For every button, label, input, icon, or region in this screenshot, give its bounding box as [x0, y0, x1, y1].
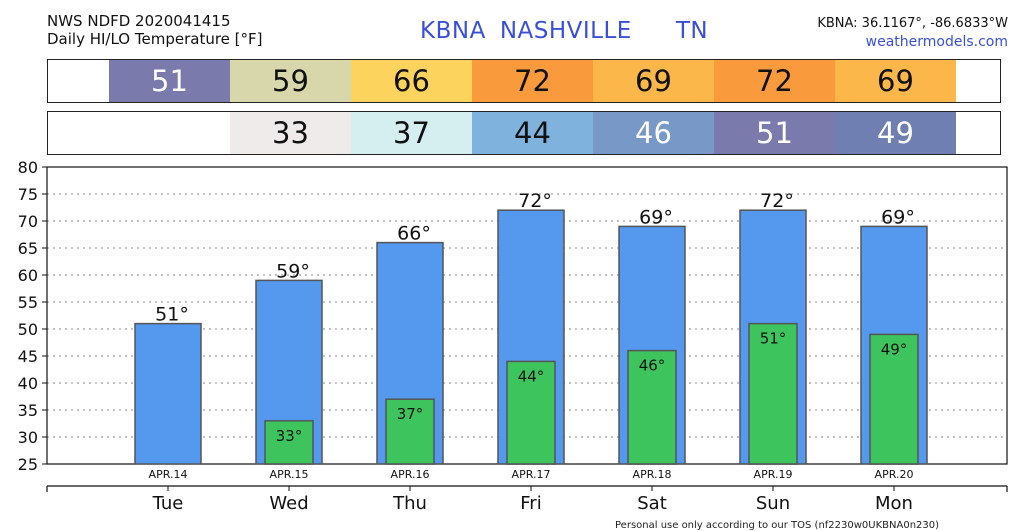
- y-tick-label: 70: [18, 212, 38, 231]
- lo-band-cell: 33: [230, 112, 351, 154]
- hi-band-cell: 72: [472, 60, 593, 102]
- lo-bar-label: 49°: [881, 340, 908, 358]
- site-link[interactable]: weathermodels.com: [865, 34, 1008, 50]
- lo-band-cell: 37: [351, 112, 472, 154]
- date-label: APR.18: [633, 468, 672, 481]
- y-tick-label: 25: [18, 455, 38, 474]
- lo-bar-label: 44°: [518, 367, 545, 385]
- hi-band-cell: 69: [835, 60, 956, 102]
- lo-bar-label: 46°: [639, 357, 666, 375]
- hi-bar-label: 51°: [155, 304, 189, 326]
- tos-footer: Personal use only according to our TOS (…: [615, 520, 940, 531]
- y-tick-label: 45: [18, 347, 38, 366]
- y-tick-label: 30: [18, 428, 38, 447]
- date-label: APR.20: [875, 468, 914, 481]
- lo-bar-label: 37°: [397, 405, 424, 423]
- lo-bar-label: 33°: [276, 427, 303, 445]
- lo-band-cell: 44: [472, 112, 593, 154]
- lo-temperature-band: 33 37 44 46 51 49: [47, 111, 1001, 155]
- lo-band-cell: 49: [835, 112, 956, 154]
- day-label: Thu: [392, 493, 427, 514]
- y-tick-label: 65: [18, 239, 38, 258]
- hi-bar-label: 72°: [760, 190, 794, 212]
- y-tick-label: 55: [18, 293, 38, 312]
- y-tick-label: 40: [18, 374, 38, 393]
- day-label: Wed: [269, 493, 308, 514]
- hi-band-cell: 51: [109, 60, 230, 102]
- lo-bar-label: 51°: [760, 330, 787, 348]
- y-tick-label: 35: [18, 401, 38, 420]
- product-label: NWS NDFD 2020041415: [47, 12, 231, 30]
- city-name: NASHVILLE: [499, 18, 632, 44]
- day-label: Sat: [637, 493, 667, 514]
- lo-bar: [385, 398, 435, 465]
- date-label: APR.15: [270, 468, 309, 481]
- band-pad: [48, 112, 109, 154]
- lo-bar: [869, 333, 919, 465]
- lo-bar: [627, 349, 677, 465]
- y-tick-label: 80: [18, 158, 38, 177]
- station-coords: KBNA: 36.1167°, -86.6833°W: [817, 16, 1008, 31]
- hi-bar-label: 69°: [639, 206, 673, 228]
- lo-band-cell: [109, 112, 230, 154]
- hi-bar: [134, 322, 202, 465]
- hi-bar-label: 72°: [518, 190, 552, 212]
- date-label: APR.16: [391, 468, 430, 481]
- day-label: Sun: [756, 493, 790, 514]
- temperature-chart: 25 30 35 40 45 50 55 60 65 70 75 80 51° APR.14 Tue 59° 3…: [18, 158, 1008, 514]
- station-id: KBNA: [420, 18, 486, 44]
- date-label: APR.17: [512, 468, 551, 481]
- y-tick-label: 50: [18, 320, 38, 339]
- station-title: KBNA NASHVILLE TN: [420, 18, 722, 44]
- day-label: Tue: [152, 493, 184, 514]
- y-tick-label: 60: [18, 266, 38, 285]
- hi-bar-label: 66°: [397, 223, 431, 245]
- y-tick-label: 75: [18, 185, 38, 204]
- hi-band-cell: 72: [714, 60, 835, 102]
- date-label: APR.14: [149, 468, 188, 481]
- date-label: APR.19: [754, 468, 793, 481]
- lo-bar: [264, 420, 314, 465]
- header-right: KBNA: 36.1167°, -86.6833°W weathermodels…: [817, 14, 1008, 52]
- hi-band-cell: 69: [593, 60, 714, 102]
- hi-temperature-band: 51 59 66 72 69 72 69: [47, 59, 1001, 103]
- hi-band-cell: 66: [351, 60, 472, 102]
- day-label: Mon: [875, 493, 913, 514]
- hi-bar-label: 59°: [276, 260, 310, 282]
- day-label: Fri: [520, 493, 541, 514]
- chart-subtitle: Daily HI/LO Temperature [°F]: [47, 30, 263, 48]
- lo-band-cell: 51: [714, 112, 835, 154]
- hi-band-cell: 59: [230, 60, 351, 102]
- lo-bar: [748, 322, 798, 465]
- lo-bar: [506, 360, 556, 465]
- band-pad: [48, 60, 109, 102]
- header-left: NWS NDFD 2020041415 Daily HI/LO Temperat…: [47, 12, 263, 48]
- state-name: TN: [675, 18, 709, 44]
- lo-band-cell: 46: [593, 112, 714, 154]
- hi-bar-label: 69°: [881, 206, 915, 228]
